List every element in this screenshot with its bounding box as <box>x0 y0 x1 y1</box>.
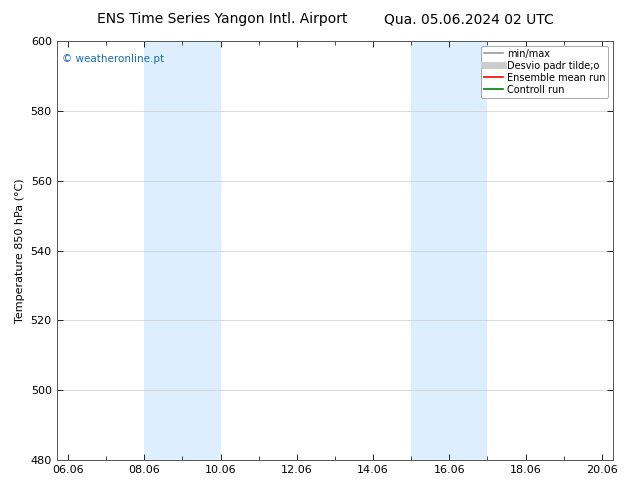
Text: © weatheronline.pt: © weatheronline.pt <box>62 53 164 64</box>
Text: ENS Time Series Yangon Intl. Airport: ENS Time Series Yangon Intl. Airport <box>96 12 347 26</box>
Y-axis label: Temperature 850 hPa (°C): Temperature 850 hPa (°C) <box>15 178 25 323</box>
Text: Qua. 05.06.2024 02 UTC: Qua. 05.06.2024 02 UTC <box>384 12 554 26</box>
Legend: min/max, Desvio padr tilde;o, Ensemble mean run, Controll run: min/max, Desvio padr tilde;o, Ensemble m… <box>481 46 609 98</box>
Bar <box>145 41 221 460</box>
Bar <box>411 41 488 460</box>
